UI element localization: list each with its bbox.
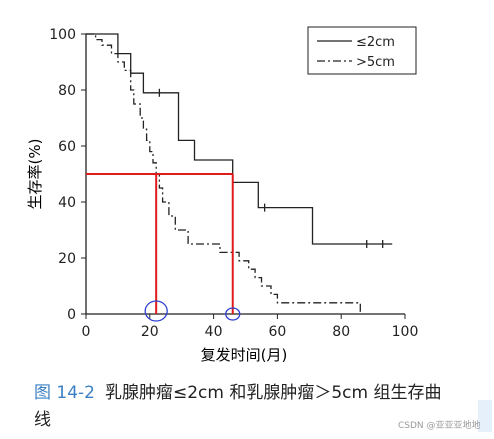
- x-tick-label: 20: [141, 324, 159, 340]
- figure-number: 图 14-2: [34, 383, 95, 403]
- watermark-badge: [478, 400, 492, 432]
- y-tick-label: 80: [58, 83, 76, 99]
- highlight-circle: [225, 307, 241, 321]
- survival-chart-svg: 0 20 40 60 80 100 0 20 40 60 80 100 ≤2cm >5cm 生存率(%)…: [26, 26, 418, 364]
- series-lines: [86, 33, 393, 312]
- legend-box: [307, 26, 417, 75]
- annotations: [86, 173, 241, 322]
- x-tick-label: 0: [82, 324, 91, 340]
- x-tick-label: 100: [392, 324, 419, 340]
- y-tick-label: 20: [58, 251, 76, 267]
- legend-label: ≤2cm: [356, 35, 395, 50]
- survival-chart: 0 20 40 60 80 100 0 20 40 60 80 100 ≤2cm >5cm 生存率(%)…: [26, 26, 418, 364]
- watermark-text: CSDN @亚亚亚地地: [398, 421, 481, 431]
- y-tick-label: 100: [49, 27, 76, 43]
- caption-text: 乳腺肿瘤≤2cm 和乳腺肿瘤＞5cm 组生存曲线: [34, 383, 442, 430]
- legend-label: >5cm: [356, 55, 395, 70]
- y-tick-label: 0: [67, 307, 76, 323]
- legend: ≤2cm >5cm: [307, 26, 417, 75]
- y-tick-label: 40: [58, 195, 76, 211]
- series-line-2: [86, 33, 364, 312]
- y-axis-label: 生存率(%): [26, 139, 44, 210]
- series-line-1: [86, 33, 393, 245]
- x-tick-label: 40: [205, 324, 223, 340]
- figure-caption: 图 14-2 乳腺肿瘤≤2cm 和乳腺肿瘤＞5cm 组生存曲线: [34, 380, 454, 434]
- highlight-circle: [144, 300, 168, 322]
- x-axis-label: 复发时间(月): [201, 346, 288, 364]
- y-tick-label: 60: [58, 139, 76, 155]
- ticks: 0 20 40 60 80 100 0 20 40 60 80 100: [49, 27, 418, 340]
- x-tick-label: 60: [268, 324, 286, 340]
- x-tick-label: 80: [332, 324, 350, 340]
